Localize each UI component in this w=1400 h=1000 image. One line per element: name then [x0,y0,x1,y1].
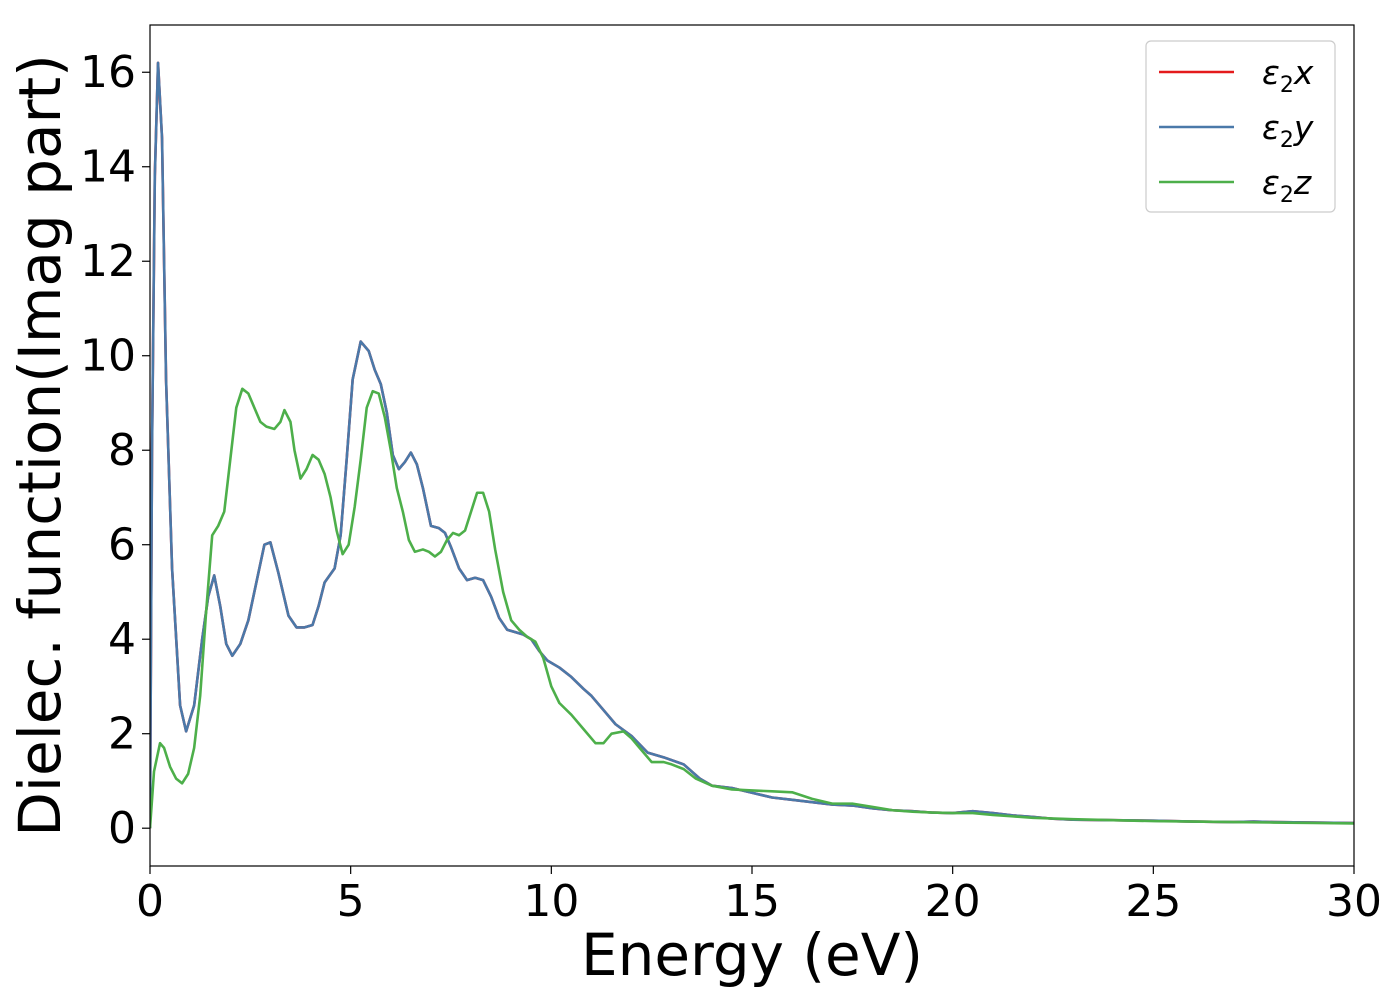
y-tick-label: 10 [80,331,136,382]
y-tick-label: 4 [108,614,136,665]
legend-label: ε2z [1262,163,1312,208]
legend-entry: ε2y [1159,108,1314,153]
x-tick-label: 25 [1125,876,1181,927]
legend-label: ε2y [1262,108,1314,153]
y-axis-label: Dielec. function(Imag part) [6,54,74,837]
legend-entry: ε2z [1159,163,1312,208]
x-tick-label: 15 [724,876,780,927]
x-tick-label: 20 [925,876,981,927]
y-tick-label: 8 [108,425,136,476]
y-tick-label: 12 [80,236,136,287]
y-tick-label: 14 [80,142,136,193]
legend: ε2x ε2y ε2z [1145,40,1336,213]
y-tick-label: 6 [108,520,136,571]
legend-box [1145,40,1336,213]
x-tick-label: 0 [136,876,164,927]
x-axis-label: Energy (eV) [581,921,923,989]
x-tick-label: 5 [337,876,365,927]
y-axis: 0 2 4 6 8 10 12 14 16 [80,47,150,854]
x-tick-label: 30 [1326,876,1382,927]
series-layer [150,61,1354,829]
legend-entry: ε2x [1159,53,1314,98]
y-tick-label: 0 [108,803,136,854]
y-tick-label: 2 [108,709,136,760]
legend-label: ε2x [1262,53,1314,98]
x-axis: 0 5 10 15 20 25 30 [136,866,1382,927]
y-tick-label: 16 [80,47,136,98]
series-line-z [150,387,1354,829]
x-tick-label: 10 [523,876,579,927]
